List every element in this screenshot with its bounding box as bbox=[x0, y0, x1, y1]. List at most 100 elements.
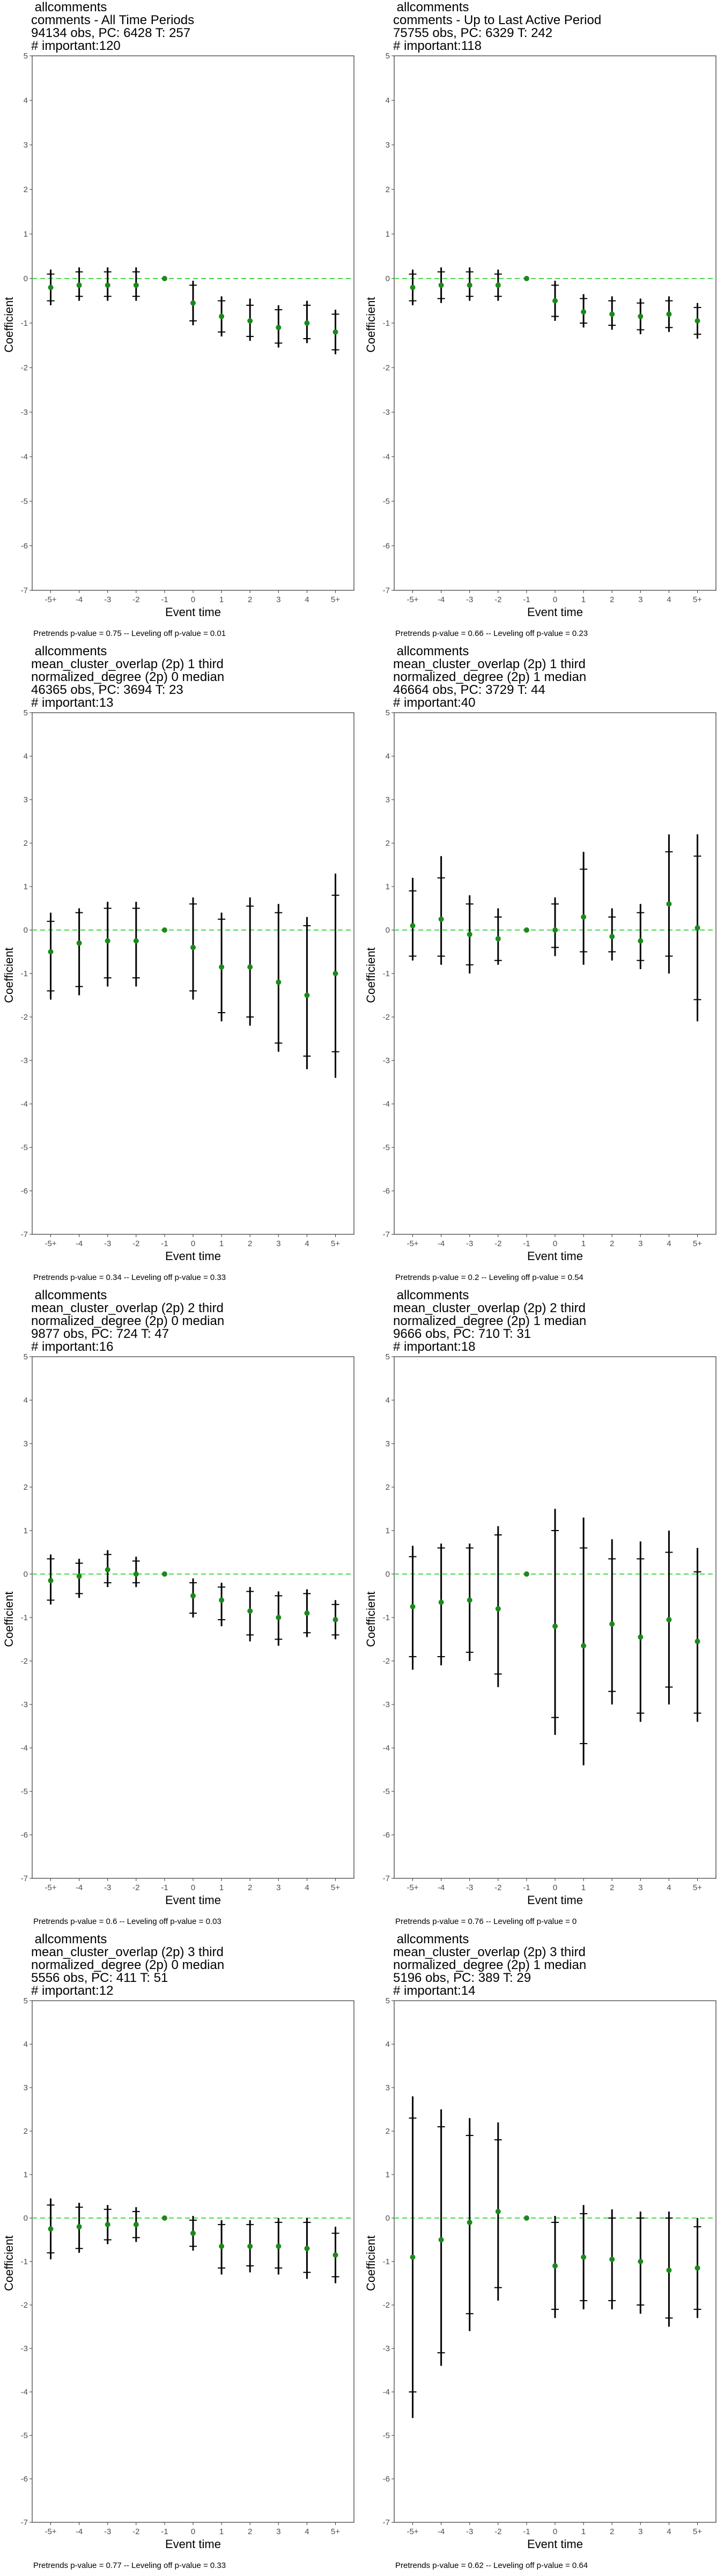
y-tick-label: 1 bbox=[386, 882, 390, 891]
estimate-point bbox=[105, 1567, 110, 1572]
x-tick-label: 1 bbox=[581, 595, 586, 604]
y-tick-label: -1 bbox=[21, 2257, 28, 2266]
y-tick-label: 5 bbox=[24, 1996, 28, 2006]
x-tick-label: 1 bbox=[219, 595, 224, 604]
x-tick-label: 3 bbox=[638, 595, 642, 604]
x-tick-label: 4 bbox=[667, 1883, 671, 1892]
p-value-footnote: Pretrends p-value = 0.76 -- Leveling off… bbox=[395, 1917, 577, 1926]
y-tick-label: -4 bbox=[383, 1100, 390, 1109]
x-tick-label: 4 bbox=[305, 1883, 309, 1892]
panel-border bbox=[394, 712, 716, 1235]
x-tick-label: -2 bbox=[494, 1239, 501, 1248]
y-tick-label: 2 bbox=[386, 185, 390, 194]
chart-title: allcomments mean_cluster_overlap (2p) 1 t… bbox=[393, 645, 586, 709]
x-tick-label: -4 bbox=[438, 2527, 445, 2536]
x-tick-label: -4 bbox=[438, 595, 445, 604]
estimate-point bbox=[333, 2252, 338, 2258]
y-tick-label: 0 bbox=[386, 926, 390, 935]
estimate-point bbox=[666, 2267, 672, 2273]
chart-panel-4: allcomments mean_cluster_overlap (2p) 1 t… bbox=[362, 644, 724, 1288]
estimate-point bbox=[695, 318, 700, 324]
estimate-point bbox=[495, 1606, 501, 1612]
chart-title-line: normalized_degree (2p) 1 median bbox=[393, 670, 587, 684]
y-tick-label: 1 bbox=[24, 882, 28, 891]
estimate-point bbox=[76, 282, 82, 288]
estimate-point bbox=[48, 1578, 54, 1584]
y-tick-label: 1 bbox=[386, 1526, 390, 1535]
y-axis-label: Coefficient bbox=[2, 2235, 16, 2291]
p-value-footnote: Pretrends p-value = 0.2 -- Leveling off … bbox=[395, 1273, 583, 1282]
estimate-point bbox=[523, 927, 529, 933]
y-tick-label: -4 bbox=[383, 2388, 390, 2397]
estimate-point bbox=[219, 1597, 225, 1603]
y-tick-label: 3 bbox=[386, 2083, 390, 2092]
estimate-point bbox=[523, 1571, 529, 1577]
chart-title: allcomments mean_cluster_overlap (2p) 3 t… bbox=[31, 1933, 224, 1997]
x-tick-label: 1 bbox=[581, 1239, 586, 1248]
y-tick-label: -3 bbox=[21, 408, 28, 417]
y-tick-label: -2 bbox=[21, 1657, 28, 1666]
y-tick-label: 5 bbox=[24, 708, 28, 718]
estimate-point bbox=[467, 932, 472, 938]
p-value-footnote: Pretrends p-value = 0.77 -- Leveling off… bbox=[33, 2561, 226, 2570]
plot-area: 5 4 3 2 1 0 -1 -2 -3 -4 -5 -6 -7 -5+ -4 -3 -2 -1 0 1 2 3 4 5+ bbox=[21, 52, 354, 604]
chart-title-line: # important:13 bbox=[31, 696, 114, 710]
x-tick-label: 5+ bbox=[331, 2527, 340, 2536]
y-tick-label: -2 bbox=[21, 1013, 28, 1022]
x-tick-label: 3 bbox=[276, 2527, 280, 2536]
y-tick-label: 1 bbox=[386, 2170, 390, 2179]
estimate-point bbox=[333, 971, 338, 976]
chart-title-line: # important:120 bbox=[31, 39, 121, 53]
estimate-point bbox=[552, 1623, 558, 1629]
x-tick-label: 4 bbox=[305, 1239, 309, 1248]
x-tick-label: 3 bbox=[638, 2527, 642, 2536]
estimate-point bbox=[581, 309, 587, 315]
chart-title-line: 46365 obs, PC: 3694 T: 23 bbox=[31, 683, 183, 697]
estimate-point bbox=[105, 282, 110, 288]
x-tick-label: 2 bbox=[610, 1883, 614, 1892]
p-value-footnote: Pretrends p-value = 0.6 -- Leveling off … bbox=[33, 1917, 221, 1926]
y-tick-label: -2 bbox=[383, 1013, 390, 1022]
x-tick-label: -5+ bbox=[45, 595, 56, 604]
chart-title-line: comments - Up to Last Active Period bbox=[393, 13, 602, 27]
x-tick-label: -5+ bbox=[407, 2527, 418, 2536]
estimate-point bbox=[190, 300, 196, 306]
y-tick-label: 4 bbox=[386, 1396, 390, 1405]
estimate-point bbox=[76, 1574, 82, 1579]
y-tick-label: -1 bbox=[21, 319, 28, 328]
y-tick-label: -2 bbox=[383, 1657, 390, 1666]
y-tick-label: -5 bbox=[383, 1143, 390, 1152]
chart-title-line: mean_cluster_overlap (2p) 1 third bbox=[31, 657, 224, 671]
x-tick-label: 1 bbox=[581, 2527, 586, 2536]
chart-title-line: # important:14 bbox=[393, 1984, 476, 1998]
chart-panel-7: allcomments mean_cluster_overlap (2p) 3 t… bbox=[0, 1932, 362, 2576]
y-tick-label: -5 bbox=[383, 2431, 390, 2440]
x-tick-label: -3 bbox=[104, 1883, 111, 1892]
x-axis-label: Event time bbox=[165, 2537, 221, 2551]
p-value-footnote: Pretrends p-value = 0.34 -- Leveling off… bbox=[33, 1273, 226, 1282]
chart-title-line: normalized_degree (2p) 0 median bbox=[31, 670, 225, 684]
y-tick-label: -2 bbox=[21, 363, 28, 372]
estimate-point bbox=[467, 2220, 472, 2226]
chart-panel-5: allcomments mean_cluster_overlap (2p) 2 t… bbox=[0, 1288, 362, 1932]
x-tick-label: 5+ bbox=[331, 1239, 340, 1248]
panel-border bbox=[394, 55, 716, 591]
estimate-point bbox=[304, 992, 310, 998]
chart-title-line: # important:40 bbox=[393, 696, 476, 710]
estimate-point bbox=[552, 2263, 558, 2269]
y-tick-label: -3 bbox=[383, 2344, 390, 2353]
estimate-point bbox=[581, 1643, 587, 1649]
estimate-point bbox=[695, 2265, 700, 2271]
x-tick-label: 3 bbox=[276, 1883, 280, 1892]
x-tick-label: 0 bbox=[553, 1239, 557, 1248]
y-tick-label: -4 bbox=[21, 1100, 28, 1109]
estimate-point bbox=[105, 2222, 110, 2228]
y-axis-label: Coefficient bbox=[2, 1591, 16, 1647]
x-tick-label: 5+ bbox=[693, 1239, 702, 1248]
estimate-point bbox=[467, 282, 472, 288]
chart-title-line: 46664 obs, PC: 3729 T: 44 bbox=[393, 683, 545, 697]
plot-area: 5 4 3 2 1 0 -1 -2 -3 -4 -5 -6 -7 -5+ -4 -3 -2 -1 0 1 2 3 4 5+ bbox=[383, 52, 716, 604]
y-tick-label: 3 bbox=[24, 141, 28, 150]
y-tick-label: 3 bbox=[386, 1439, 390, 1448]
y-tick-label: -6 bbox=[383, 541, 390, 551]
